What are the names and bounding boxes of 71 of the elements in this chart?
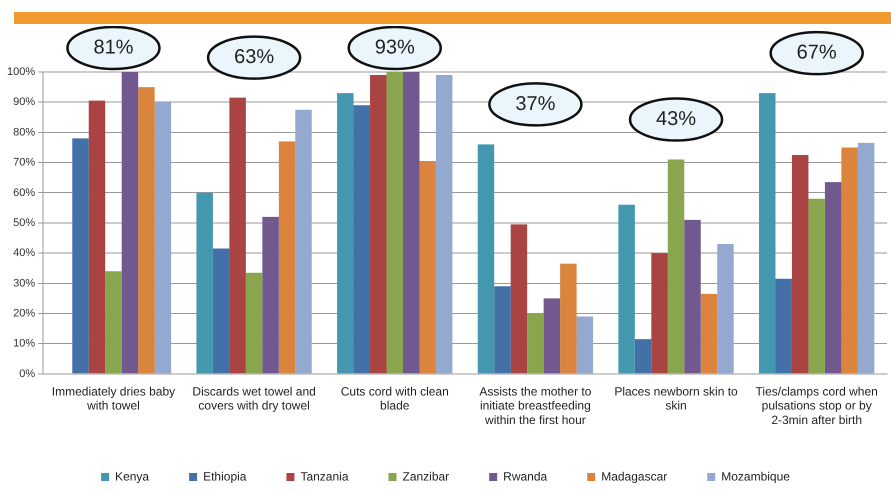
bar (668, 160, 684, 374)
annotation: 43% (656, 108, 696, 130)
bar (246, 272, 262, 374)
bar (684, 220, 701, 374)
annotation: 37% (515, 92, 556, 115)
bar (808, 198, 825, 374)
bar (262, 216, 279, 374)
bar (544, 298, 560, 374)
bar (295, 110, 312, 374)
bar (88, 100, 106, 374)
text: 63% (234, 46, 274, 68)
y-tick-label: 60% (13, 186, 36, 199)
legend-label: Kenya (115, 469, 150, 484)
x-tick-label: Immediately dries baby with towel (52, 384, 176, 413)
y-tick-label: 20% (13, 307, 36, 320)
bar (618, 204, 635, 374)
bar (858, 142, 874, 374)
bar (154, 102, 172, 374)
bar (122, 72, 138, 374)
bar (841, 147, 858, 374)
bar (651, 253, 668, 374)
y-tick-label: 50% (13, 216, 36, 229)
bar (212, 248, 230, 374)
bar (105, 271, 122, 374)
bar (824, 182, 842, 374)
legend-label: Madagascar (601, 469, 668, 484)
x-tick-label: Cuts cord with clean blade (340, 384, 449, 413)
text: 93% (374, 36, 415, 59)
y-tick-label: 90% (13, 96, 36, 108)
bar (436, 75, 452, 374)
bar (354, 105, 370, 374)
y-tick-label: 80% (13, 126, 36, 138)
bar (775, 278, 792, 374)
bar (576, 316, 594, 374)
bar (634, 339, 652, 374)
bar (510, 224, 528, 374)
y-tick-label: 0% (19, 368, 36, 380)
bar (138, 87, 155, 374)
text: 67% (796, 42, 837, 64)
y-tick-label: 40% (13, 247, 36, 260)
text: 81% (93, 36, 134, 59)
y-tick-label: 70% (13, 156, 36, 169)
bar (196, 192, 213, 374)
x-tick-label: Places newborn skin to skin (614, 384, 738, 413)
bar (717, 244, 734, 374)
y-tick-label: 100% (6, 66, 36, 78)
bar (402, 72, 420, 374)
legend-label: Mozambique (721, 469, 790, 484)
bar (229, 98, 246, 374)
bar (386, 72, 403, 374)
bar (370, 75, 387, 374)
bar (337, 93, 354, 374)
bar (700, 294, 718, 374)
bar (792, 154, 808, 374)
bar (72, 138, 89, 374)
bar (759, 93, 776, 374)
y-tick-label: 10% (13, 338, 36, 350)
legend-label: Tanzania (300, 469, 349, 484)
x-tick-label: Assists the mother to initiate breastfeeding within the first hour (479, 384, 592, 428)
legend-label: Ethiopia (203, 469, 247, 484)
bar (494, 286, 511, 374)
x-tick-label: Ties/clamps cord when pulsations stop or by 2-3min after birth (756, 384, 878, 428)
bar (478, 144, 494, 374)
y-tick-label: 30% (13, 277, 36, 290)
legend-label: Zanzibar (402, 469, 450, 484)
legend-label: Rwanda (503, 469, 548, 484)
bar (419, 161, 436, 374)
bar (527, 313, 544, 374)
x-tick-label: Discards wet towel and covers with dry towel (192, 384, 316, 413)
bar (278, 141, 296, 374)
bar (560, 264, 577, 374)
